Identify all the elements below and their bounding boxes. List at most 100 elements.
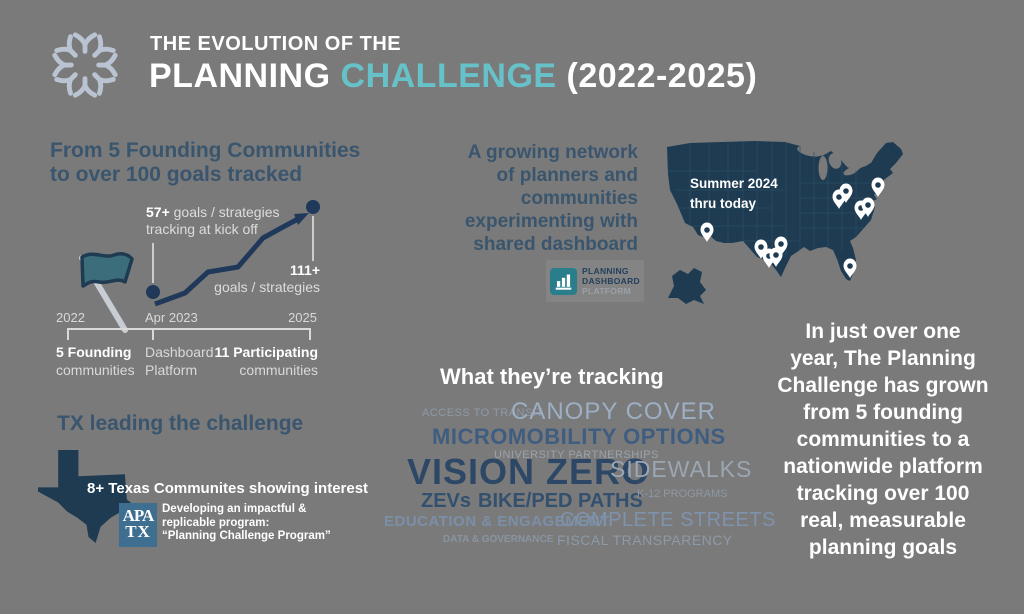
kickoff-callout: 57+ goals / strategies tracking at kick … — [146, 204, 279, 238]
milestone-dashboard-platform: Dashboard Platform — [145, 343, 214, 379]
title-word-planning: PLANNING — [149, 57, 331, 95]
kickoff-value: 57+ — [146, 204, 170, 220]
title-years: (2022-2025) — [556, 57, 758, 95]
map-pin — [839, 183, 853, 203]
tracking-term: SIDEWALKS — [610, 456, 753, 482]
tracking-section-heading: What they’re tracking — [440, 364, 664, 389]
summary-paragraph: In just over one year, The Planning Chal… — [752, 318, 1014, 561]
milestone-3-bold: 11 Participating — [214, 344, 318, 360]
summary-line: In just over one — [805, 320, 961, 343]
network-heading-line3: communities — [520, 188, 638, 209]
kickoff-label-line2: tracking at kick off — [146, 221, 258, 237]
timeline-axis — [68, 328, 311, 330]
texas-interest-text: 8+ Texas Communites showing interest — [87, 480, 368, 497]
summary-line: communities to a — [796, 428, 970, 451]
map-note-line2: thru today — [690, 196, 756, 211]
network-section-heading: A growing network of planners and commun… — [438, 141, 638, 256]
map-date-annotation: Summer 2024 thru today — [690, 174, 778, 214]
us-map — [667, 141, 903, 304]
tracking-term: ZEVs — [421, 490, 472, 512]
summary-line: Challenge has grown — [777, 374, 989, 397]
map-pin — [774, 236, 788, 256]
wreath-logo-icon — [46, 32, 124, 104]
program-description: Developing an impactful & replicable pro… — [162, 503, 331, 544]
network-heading-line1: A growing network — [467, 142, 638, 163]
summary-line: year, The Planning — [790, 347, 976, 370]
tracking-term: ACCESS TO TRANSIT — [422, 407, 544, 419]
timeline-year-apr2023: Apr 2023 — [145, 310, 198, 325]
summary-line: nationwide platform — [783, 455, 983, 478]
great-lakes — [797, 145, 870, 180]
milestone-2-line1: Dashboard — [145, 344, 214, 360]
us-map-alaska — [668, 268, 706, 304]
program-line2: replicable program: — [162, 516, 270, 529]
timeline-tick-apr2023 — [152, 328, 154, 340]
apa-logo-line2: TX — [125, 522, 151, 541]
apa-tx-logo: APA TX — [119, 503, 157, 547]
tracking-term: FISCAL TRANSPARENCY — [557, 532, 733, 548]
summary-line: real, measurable — [800, 509, 966, 532]
timeline-tick-2022 — [67, 328, 69, 340]
network-heading-line2: of planners and — [496, 165, 638, 186]
milestone-1-bold: 5 Founding — [56, 344, 132, 360]
timeline-tick-2025 — [309, 328, 311, 340]
planning-dashboard-platform-logo: PLANNING DASHBOARD PLATFORM — [546, 260, 644, 302]
map-pin — [871, 177, 885, 197]
growth-heading-line1: From 5 Founding Communities — [50, 139, 361, 162]
map-pin — [861, 197, 875, 217]
pdp-logo-line1: PLANNING — [582, 266, 629, 276]
map-pin — [843, 258, 857, 278]
texas-interest-rest: Texas Communites showing interest — [104, 480, 369, 497]
map-pin — [754, 239, 768, 259]
latest-label: goals / strategies — [214, 279, 320, 295]
tracking-term: EDUCATION & ENGAGEMENT — [384, 513, 610, 530]
tracking-term: K-12 PROGRAMS — [637, 488, 728, 500]
timeline-year-2025: 2025 — [288, 310, 317, 325]
growth-trend-line — [154, 216, 300, 307]
pdp-logo-line2: DASHBOARD — [582, 276, 640, 286]
latest-callout: 111+ goals / strategies — [208, 262, 320, 296]
map-pin — [832, 189, 846, 209]
milestone-3-sub: communities — [239, 362, 318, 378]
summary-line: from 5 founding — [803, 401, 963, 424]
community-pins — [700, 177, 885, 278]
state-borders — [668, 141, 876, 265]
dashboard-chart-icon — [550, 267, 578, 295]
us-map-continental — [667, 141, 903, 281]
kickoff-label: goals / strategies — [169, 204, 280, 220]
tracking-term: BIKE/PED PATHS — [478, 490, 643, 512]
apa-logo-line1: APA — [122, 506, 155, 525]
texas-interest-count: 8+ — [87, 480, 105, 497]
milestone-founding-communities: 5 Founding communities — [56, 343, 135, 379]
summary-line: tracking over 100 — [796, 482, 970, 505]
flag-icon — [79, 252, 134, 333]
growth-heading-line2: to over 100 goals tracked — [50, 163, 303, 186]
network-heading-line4: experimenting with — [464, 211, 638, 232]
timeline-year-2022: 2022 — [56, 310, 85, 325]
growth-section-heading: From 5 Founding Communities to over 100 … — [50, 139, 360, 187]
title-word-challenge: CHALLENGE — [340, 57, 557, 95]
trend-arrowhead — [294, 213, 309, 225]
map-pin — [700, 222, 714, 242]
latest-data-point — [306, 200, 320, 214]
kickoff-data-point — [146, 285, 160, 299]
network-heading-line5: shared dashboard — [473, 234, 638, 255]
tracking-term: VISION ZERO — [407, 451, 651, 492]
program-line1: Developing an impactful & — [162, 503, 307, 515]
growth-line-chart — [146, 200, 320, 307]
milestone-1-sub: communities — [56, 362, 135, 378]
texas-state-shape — [38, 450, 136, 543]
tracking-term: COMPLETE STREETS — [560, 509, 776, 531]
map-pin — [769, 247, 783, 267]
milestone-2-line2: Platform — [145, 362, 198, 378]
tracking-term: CANOPY COVER — [511, 398, 716, 425]
milestone-participating-communities: 11 Participating communities — [205, 343, 318, 379]
summary-line: planning goals — [808, 536, 958, 559]
tracking-term: MICROMOBILITY OPTIONS — [432, 424, 726, 449]
program-line3: “Planning Challenge Program” — [162, 530, 331, 542]
tracking-term: DATA & GOVERNANCE — [443, 534, 554, 545]
texas-section-heading: TX leading the challenge — [57, 412, 304, 435]
pdp-logo-line3: PLATFORM — [582, 286, 632, 296]
page-title: PLANNING CHALLENGE (2022-2025) — [149, 57, 757, 96]
